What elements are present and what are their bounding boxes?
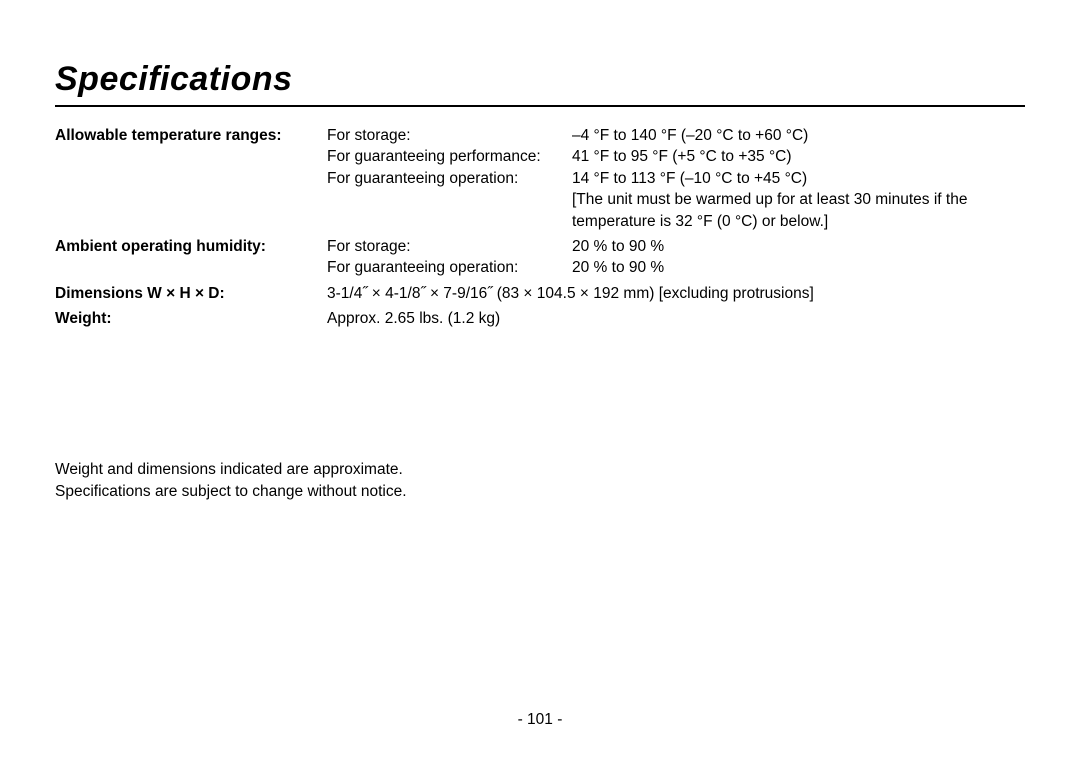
spec-label-humidity: Ambient operating humidity: — [55, 236, 327, 257]
spec-value: temperature is 32 °F (0 °C) or below.] — [572, 211, 1025, 232]
spec-condition-blank — [327, 189, 572, 210]
spec-condition: For guaranteeing performance: — [327, 146, 572, 167]
page: Specifications Allowable temperature ran… — [0, 0, 1080, 761]
spec-label-blank — [55, 257, 327, 278]
spec-condition: For storage: — [327, 125, 572, 146]
page-title: Specifications — [55, 60, 1025, 107]
spec-value: –4 °F to 140 °F (–20 °C to +60 °C) — [572, 125, 1025, 146]
table-row: [The unit must be warmed up for at least… — [55, 189, 1025, 210]
spec-label-blank — [55, 189, 327, 210]
spec-value: 20 % to 90 % — [572, 236, 1025, 257]
spec-label-blank — [55, 146, 327, 167]
spec-value: 3-1/4˝ × 4-1/8˝ × 7-9/16˝ (83 × 104.5 × … — [327, 283, 1025, 304]
table-row: For guaranteeing operation: 20 % to 90 % — [55, 257, 1025, 278]
table-row: For guaranteeing performance: 41 °F to 9… — [55, 146, 1025, 167]
page-number: - 101 - — [0, 711, 1080, 729]
spec-label-dimensions: Dimensions W × H × D: — [55, 283, 327, 304]
table-row: Allowable temperature ranges: For storag… — [55, 125, 1025, 146]
note-line: Weight and dimensions indicated are appr… — [55, 459, 1025, 480]
table-row: Ambient operating humidity: For storage:… — [55, 236, 1025, 257]
specifications-table: Allowable temperature ranges: For storag… — [55, 125, 1025, 329]
note-line: Specifications are subject to change wit… — [55, 481, 1025, 502]
notes-block: Weight and dimensions indicated are appr… — [55, 459, 1025, 502]
spec-value: 41 °F to 95 °F (+5 °C to +35 °C) — [572, 146, 1025, 167]
spec-value: Approx. 2.65 lbs. (1.2 kg) — [327, 308, 1025, 329]
spec-value: 20 % to 90 % — [572, 257, 1025, 278]
table-row: temperature is 32 °F (0 °C) or below.] — [55, 211, 1025, 232]
table-row: Dimensions W × H × D: 3-1/4˝ × 4-1/8˝ × … — [55, 283, 1025, 304]
spec-value: 14 °F to 113 °F (–10 °C to +45 °C) — [572, 168, 1025, 189]
spec-label-blank — [55, 168, 327, 189]
table-row: Weight: Approx. 2.65 lbs. (1.2 kg) — [55, 308, 1025, 329]
spec-condition: For guaranteeing operation: — [327, 257, 572, 278]
spec-condition: For guaranteeing operation: — [327, 168, 572, 189]
spec-value: [The unit must be warmed up for at least… — [572, 189, 1025, 210]
spec-label-weight: Weight: — [55, 308, 327, 329]
spec-condition: For storage: — [327, 236, 572, 257]
spec-label-temperature: Allowable temperature ranges: — [55, 125, 327, 146]
spec-label-blank — [55, 211, 327, 232]
spec-condition-blank — [327, 211, 572, 232]
table-row: For guaranteeing operation: 14 °F to 113… — [55, 168, 1025, 189]
